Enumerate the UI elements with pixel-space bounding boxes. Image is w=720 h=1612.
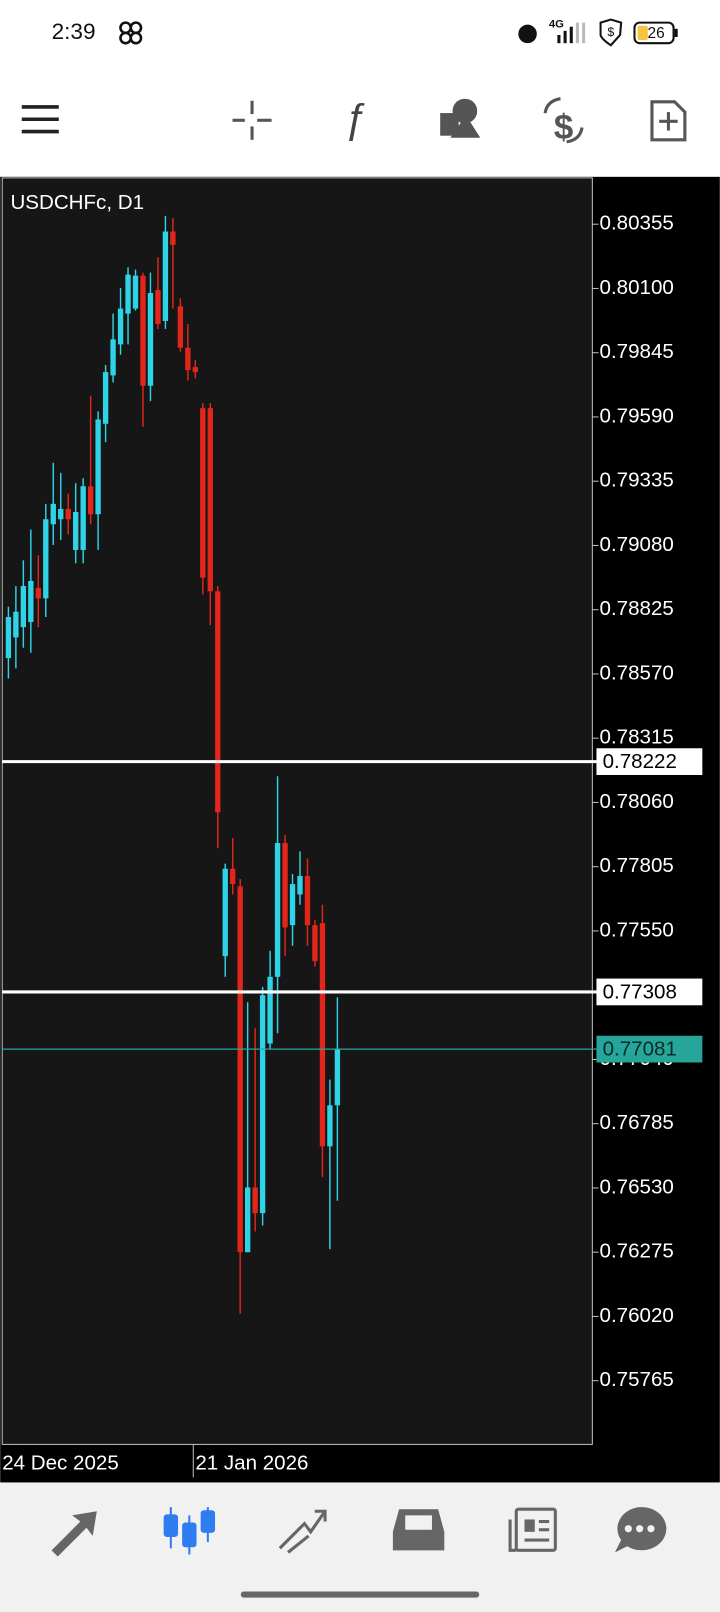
candle-body [319, 923, 326, 1147]
candle-body [282, 843, 288, 928]
candle-body [117, 308, 124, 345]
y-tick-label: 0.78570 [600, 661, 674, 684]
candle-body [327, 1105, 333, 1147]
status-app-icon [119, 21, 143, 45]
bid-label: 0.77081 [603, 1038, 677, 1061]
candle-body [207, 408, 213, 592]
trade-button[interactable]: $ [543, 97, 584, 147]
y-tick-label: 0.78060 [600, 790, 674, 813]
menu-button[interactable] [21, 105, 59, 134]
candle-body [125, 274, 131, 314]
news-tab[interactable] [508, 1507, 557, 1552]
x-tick-label: 21 Jan 2026 [195, 1451, 308, 1474]
candle-body [237, 886, 243, 1253]
objects-button[interactable] [440, 98, 481, 138]
candle-body [334, 1049, 341, 1106]
candle-body [95, 419, 101, 515]
candle-body [13, 611, 19, 638]
y-tick-label: 0.76275 [600, 1240, 674, 1263]
level-label: 0.77308 [603, 980, 677, 1003]
candle-body [132, 275, 139, 309]
y-tick-label: 0.76530 [600, 1175, 674, 1198]
candle-body [58, 508, 64, 520]
y-tick-label: 0.79590 [600, 404, 674, 427]
candle-body [215, 591, 221, 813]
candle-body [110, 339, 116, 376]
candle-body [155, 289, 161, 324]
candle-body [312, 925, 318, 962]
candle-body [192, 367, 198, 373]
candle-body [28, 580, 34, 623]
candle-body [147, 292, 154, 386]
chart-title: USDCHFc, D1 [10, 191, 144, 214]
x-tick-label: 24 Dec 2025 [2, 1451, 119, 1474]
trade-tab[interactable] [278, 1509, 327, 1554]
crosshair-button[interactable] [232, 100, 272, 140]
battery-icon [633, 21, 678, 45]
svg-text:$: $ [607, 25, 614, 39]
candle-body [5, 617, 12, 659]
y-tick-label: 0.80355 [600, 212, 674, 235]
y-tick-label: 0.80100 [600, 276, 674, 299]
candle-body [35, 588, 41, 599]
candle-body [43, 519, 49, 599]
candle-body [244, 1187, 251, 1253]
y-tick-label: 0.75765 [600, 1368, 674, 1391]
bid-label-box [596, 1035, 703, 1063]
candle-body [140, 275, 146, 386]
candle-body [73, 511, 79, 550]
status-time: 2:39 [52, 19, 96, 44]
home-indicator [240, 1591, 480, 1598]
shield-icon: $ [599, 18, 623, 47]
candle-body [87, 486, 94, 515]
candle-body [252, 1187, 258, 1214]
candle-body [177, 306, 184, 348]
y-tick-label: 0.77550 [600, 918, 674, 941]
level-label-box [596, 978, 703, 1006]
network-type: 4G [549, 19, 564, 31]
candle-body [65, 508, 71, 520]
y-tick-label: 0.78825 [600, 597, 674, 620]
candle-body [200, 408, 206, 578]
candle-body [162, 231, 169, 321]
y-tick-label: 0.77805 [600, 854, 674, 877]
candle-body [170, 231, 176, 245]
candle-body [274, 843, 281, 977]
new-order-button[interactable] [650, 100, 687, 142]
candle-body [304, 876, 311, 926]
candle-body [289, 884, 296, 926]
chat-tab[interactable] [614, 1507, 667, 1553]
candle-body [222, 868, 228, 957]
history-tab[interactable] [392, 1509, 445, 1551]
y-tick-label: 0.76020 [600, 1304, 674, 1327]
candle-body [230, 868, 236, 885]
y-tick-label: 0.78315 [600, 726, 674, 749]
indicators-button[interactable]: ƒ [343, 95, 366, 143]
y-tick-label: 0.79845 [600, 340, 674, 363]
level-label: 0.78222 [603, 750, 677, 773]
y-tick-label: 0.79080 [600, 533, 674, 556]
bottom-nav [0, 1482, 720, 1612]
battery-level: 26 [648, 25, 665, 42]
level-label-box [596, 748, 703, 775]
alarm-icon [518, 24, 537, 44]
candle-body [50, 503, 56, 525]
candle-body [297, 876, 303, 895]
signal-icon [557, 22, 586, 44]
candle-body [267, 976, 273, 1044]
plot: 0.80355 0.80100 0.79845 0.79590 0.79335 0.790… [2, 212, 703, 1478]
plot-area [1, 177, 593, 1445]
candle-body [102, 372, 109, 424]
candle-body [80, 486, 86, 550]
candle-body [20, 586, 27, 628]
y-tick-label: 0.76785 [600, 1111, 674, 1134]
candle-body [185, 347, 191, 371]
chart-tab[interactable] [163, 1507, 216, 1555]
svg-text:$: $ [554, 108, 573, 147]
quotes-tab[interactable] [51, 1511, 97, 1557]
candle-body [259, 995, 266, 1214]
y-tick-label: 0.79335 [600, 469, 674, 492]
